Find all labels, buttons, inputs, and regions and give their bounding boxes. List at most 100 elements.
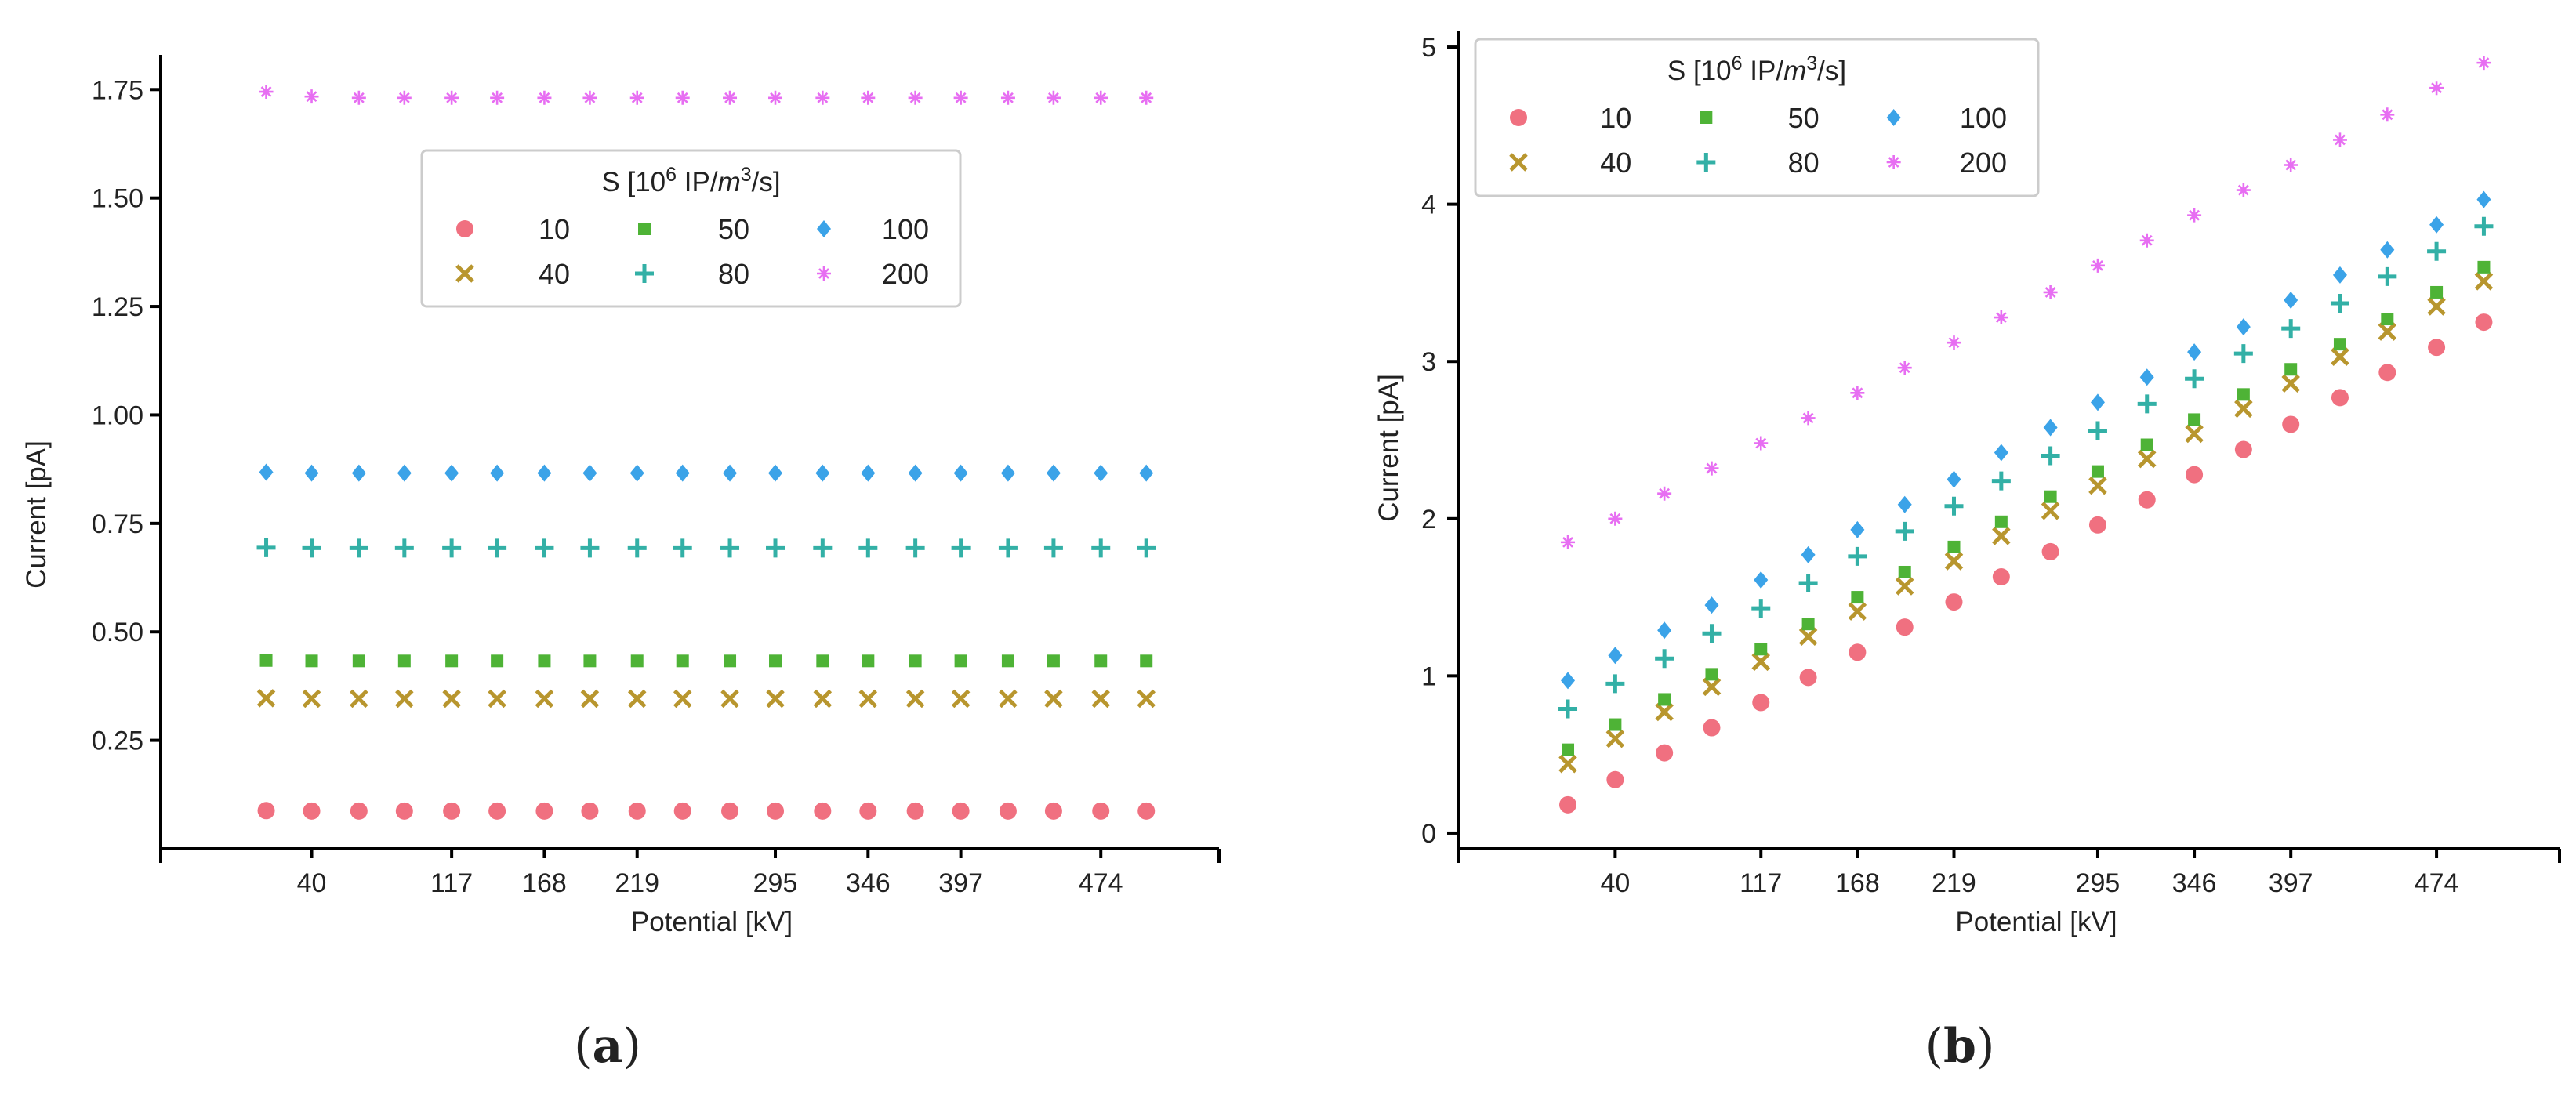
data-point xyxy=(769,654,782,668)
data-point xyxy=(1561,672,1576,690)
data-point xyxy=(1043,538,1063,558)
data-point xyxy=(397,464,412,482)
legend-marker-100 xyxy=(817,220,831,237)
data-point xyxy=(1046,464,1061,482)
y-tick-label: 1.75 xyxy=(92,75,143,105)
data-point xyxy=(583,654,597,668)
data-point xyxy=(858,689,878,708)
y-tick-label: 0.75 xyxy=(92,509,143,539)
data-point xyxy=(813,538,833,558)
data-point xyxy=(2332,132,2347,147)
legend: S [106 IP/m3/s] 10 40 50 80 100 200 xyxy=(420,149,962,308)
data-point xyxy=(1848,602,1867,621)
series-40 xyxy=(256,689,1156,708)
data-point xyxy=(2041,501,2060,520)
data-point xyxy=(2139,368,2154,386)
data-point xyxy=(1947,335,1961,350)
data-point xyxy=(351,464,366,482)
data-point xyxy=(1657,486,1672,501)
data-point xyxy=(2429,81,2444,96)
data-point xyxy=(675,90,690,105)
data-point xyxy=(259,463,274,481)
y-tick-label: 1.00 xyxy=(92,400,143,430)
data-point xyxy=(1044,689,1063,708)
data-point xyxy=(1897,361,1912,375)
data-point xyxy=(998,538,1018,558)
data-point xyxy=(1091,538,1111,558)
data-point xyxy=(2281,374,2300,393)
data-point xyxy=(2331,347,2349,366)
data-point xyxy=(395,802,413,820)
chart-b: 0 1 2 3 4 5 40 117 168 219 295 346 397 474 Potential [… xyxy=(1373,31,2561,1074)
series-80 xyxy=(256,538,1156,558)
data-point xyxy=(629,90,644,105)
data-point xyxy=(2138,491,2156,509)
data-point xyxy=(1798,574,1818,593)
series-50 xyxy=(259,654,1153,668)
data-point xyxy=(1992,568,2010,586)
data-point xyxy=(1655,649,1674,669)
data-point xyxy=(720,538,740,558)
x-tick-label: 168 xyxy=(522,868,567,898)
data-point xyxy=(2430,285,2444,299)
data-point xyxy=(397,654,411,668)
data-point xyxy=(1947,540,1961,553)
data-point xyxy=(2140,438,2153,451)
data-point xyxy=(1657,621,1672,640)
data-point xyxy=(1000,90,1015,105)
legend-marker-40 xyxy=(1509,153,1528,172)
data-point xyxy=(816,654,829,668)
legend-marker-80 xyxy=(635,264,654,283)
data-point xyxy=(256,538,276,557)
data-point xyxy=(2186,466,2204,484)
data-point xyxy=(1704,461,1719,476)
data-point xyxy=(721,802,739,820)
series-200 xyxy=(259,85,1154,105)
x-tick-label: 117 xyxy=(430,868,473,898)
data-point xyxy=(2041,542,2059,560)
data-point xyxy=(1944,552,1964,571)
panel-label: (b) xyxy=(1925,1019,1995,1074)
data-point xyxy=(1094,464,1108,482)
data-point xyxy=(2088,421,2107,440)
data-point xyxy=(630,654,644,668)
y-tick-label: 2 xyxy=(1421,505,1436,535)
x-tick-label: 346 xyxy=(2172,868,2217,898)
data-point xyxy=(395,689,414,708)
series-100 xyxy=(1561,190,2491,690)
data-point xyxy=(2139,233,2154,248)
data-point xyxy=(2428,339,2446,357)
data-point xyxy=(673,802,691,820)
data-point xyxy=(1092,802,1110,820)
data-point xyxy=(488,538,507,558)
data-point xyxy=(582,90,597,105)
series-200 xyxy=(1561,56,2491,549)
data-point xyxy=(673,689,692,708)
data-point xyxy=(2090,393,2105,411)
data-point xyxy=(2237,388,2250,401)
y-tick-label: 0.50 xyxy=(92,618,143,647)
data-point xyxy=(1991,471,2011,491)
data-point xyxy=(305,654,318,668)
data-point xyxy=(488,802,506,820)
y-tick-label: 4 xyxy=(1421,190,1436,220)
data-point xyxy=(303,802,321,820)
data-point xyxy=(1897,495,1912,513)
data-point xyxy=(814,802,832,820)
series-50 xyxy=(1562,260,2491,756)
data-point xyxy=(1751,599,1771,618)
data-point xyxy=(1798,627,1818,646)
data-point xyxy=(1703,719,1721,737)
data-point xyxy=(862,654,875,668)
data-point xyxy=(582,464,597,482)
axes: 0 1 2 3 4 5 40 117 168 219 295 346 397 474 xyxy=(1421,31,2561,898)
data-point xyxy=(767,802,785,820)
data-point xyxy=(302,538,321,558)
legend-label-10: 10 xyxy=(1600,102,1631,134)
data-point xyxy=(2331,389,2349,407)
data-point xyxy=(1702,624,1722,643)
legend: S [106 IP/m3/s] 10 40 50 80 100 200 xyxy=(1474,38,2040,197)
data-point xyxy=(445,654,459,668)
data-point xyxy=(2378,266,2397,286)
data-point xyxy=(2427,297,2446,316)
